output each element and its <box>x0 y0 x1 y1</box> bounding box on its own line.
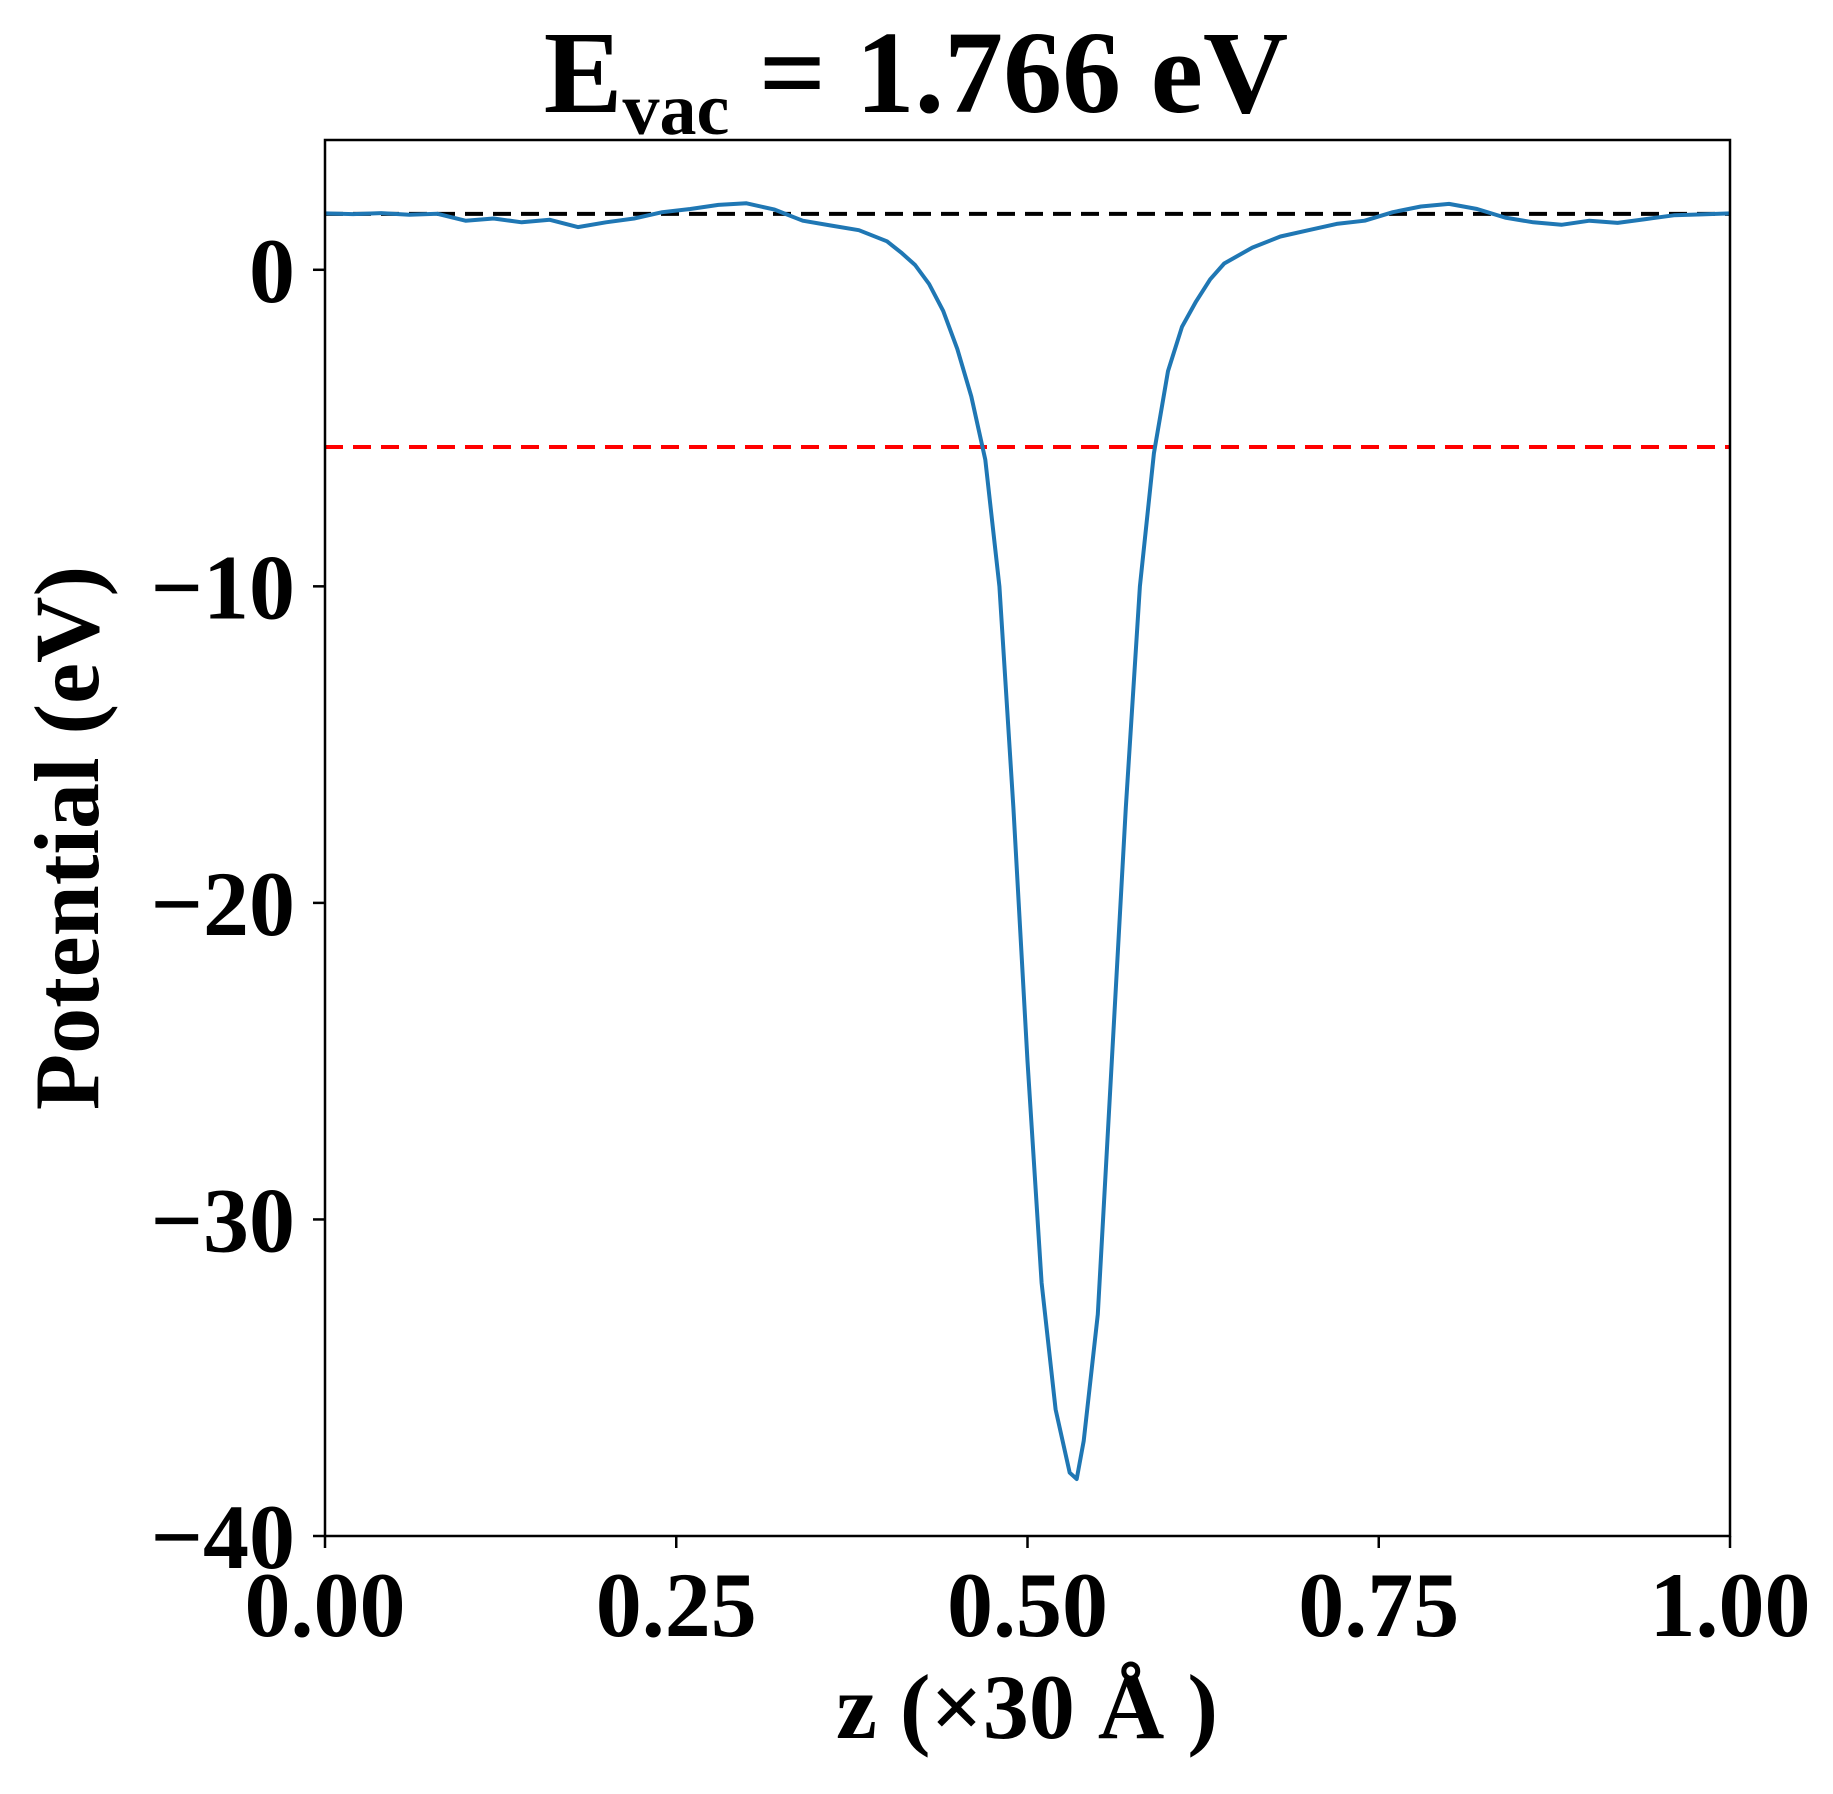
x-axis-ticks: 0.00 0.25 0.50 0.75 1.00 <box>245 1536 1811 1656</box>
title-rest: = 1.766 eV <box>729 7 1288 138</box>
y-axis-ticks: 0 −10 −20 −30 −40 <box>151 220 325 1588</box>
y-axis-label: Potential (eV) <box>16 566 118 1110</box>
y-tick-label: −40 <box>151 1486 295 1588</box>
y-tick-label: −30 <box>151 1169 295 1271</box>
y-tick-label: −10 <box>151 536 295 638</box>
x-tick-label: 1.00 <box>1650 1554 1811 1656</box>
x-tick-label: 0.50 <box>947 1554 1108 1656</box>
title-subscript: vac <box>623 69 730 151</box>
x-tick-label: 0.25 <box>596 1554 757 1656</box>
y-tick-label: 0 <box>249 220 295 322</box>
plot-layer <box>324 201 1731 1481</box>
series-line-0 <box>324 201 1731 1481</box>
plot-frame <box>323 138 1732 1538</box>
y-tick-label: −20 <box>151 853 295 955</box>
chart-title: Evac = 1.766 eV <box>544 7 1288 151</box>
title-main: E <box>544 7 623 138</box>
x-axis-label: z (×30 Å ) <box>836 1656 1218 1758</box>
x-tick-label: 0.00 <box>245 1554 406 1656</box>
x-tick-label: 0.75 <box>1298 1554 1459 1656</box>
